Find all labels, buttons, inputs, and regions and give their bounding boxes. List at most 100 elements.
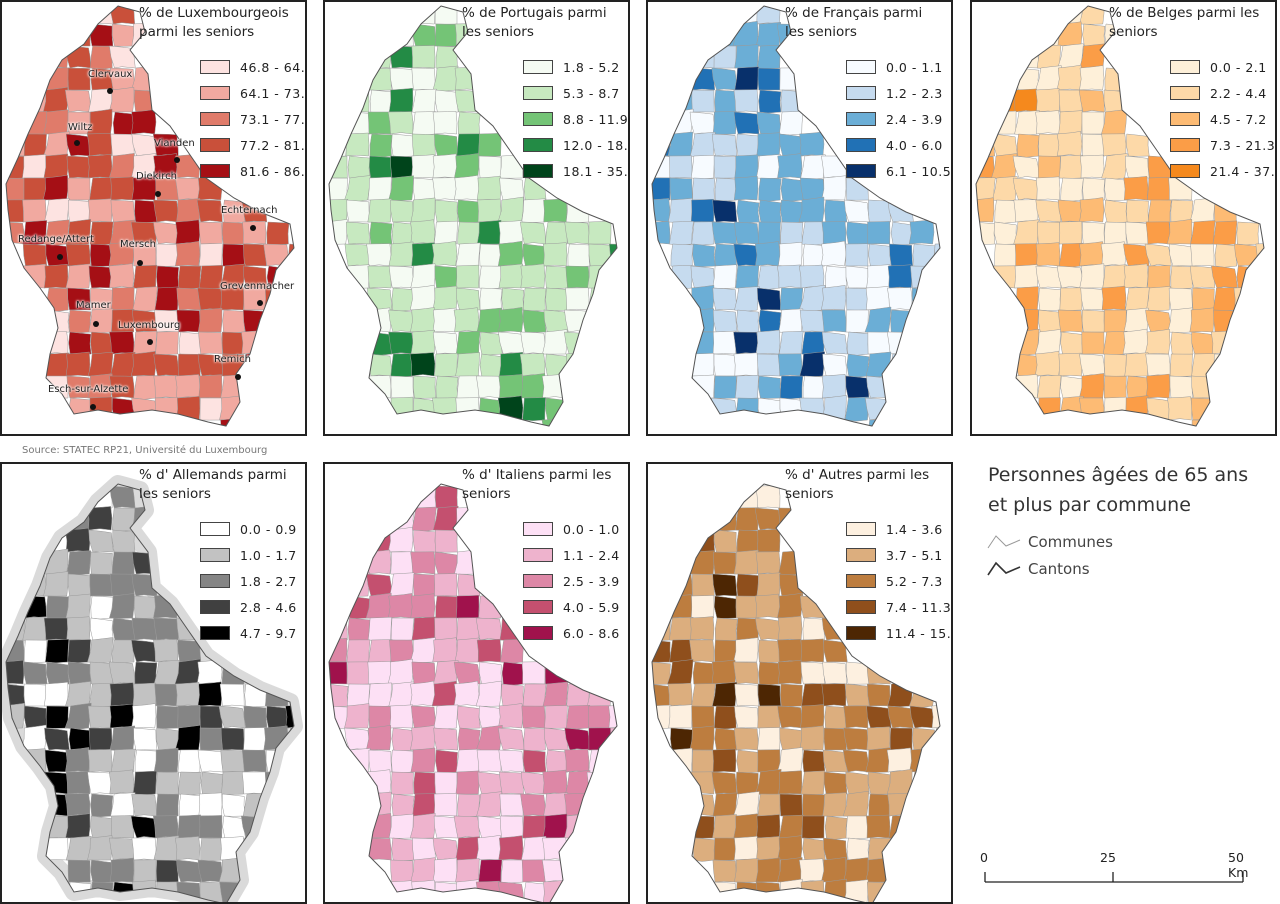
commune-polygon	[887, 792, 913, 817]
commune-polygon	[522, 243, 547, 267]
commune-polygon	[109, 725, 136, 752]
commune-polygon	[366, 243, 392, 267]
country-outline	[975, 5, 1265, 427]
commune-polygon	[131, 639, 158, 663]
commune-polygon	[735, 265, 760, 290]
commune-polygon	[1123, 243, 1150, 267]
commune-polygon	[110, 176, 135, 201]
commune-polygon	[43, 263, 69, 289]
commune-polygon	[931, 703, 940, 729]
commune-polygon	[479, 661, 503, 685]
commune-polygon	[780, 683, 803, 707]
commune-polygon	[155, 331, 179, 355]
commune-polygon	[1056, 64, 1083, 91]
commune-polygon	[88, 198, 113, 223]
commune-polygon	[65, 593, 91, 619]
commune-polygon	[714, 177, 738, 202]
legend-item: 2.2 - 4.4	[1170, 80, 1275, 106]
commune-polygon	[1169, 353, 1193, 377]
commune-polygon	[799, 309, 825, 333]
legend-item: 8.8 - 11.9	[523, 106, 628, 132]
commune-polygon	[391, 749, 414, 773]
commune-polygon	[542, 813, 568, 839]
legend-label: 46.8 - 64.0	[240, 59, 307, 75]
commune-polygon	[736, 771, 759, 795]
commune-polygon	[455, 748, 481, 774]
commune-polygon	[867, 419, 892, 426]
commune-polygon	[133, 859, 157, 883]
commune-polygon	[565, 770, 591, 796]
commune-polygon	[1037, 221, 1061, 245]
commune-polygon	[689, 131, 716, 158]
commune-polygon	[6, 177, 25, 201]
commune-polygon	[992, 265, 1017, 289]
commune-polygon	[131, 703, 157, 729]
commune-polygon	[67, 287, 91, 311]
legend-item: 2.4 - 3.9	[846, 106, 951, 132]
commune-polygon	[714, 507, 738, 532]
commune-polygon	[65, 747, 91, 773]
commune-polygon	[776, 878, 803, 902]
commune-polygon	[498, 220, 524, 245]
commune-polygon	[780, 221, 804, 246]
commune-polygon	[23, 661, 48, 685]
commune-polygon	[667, 682, 693, 707]
commune-polygon	[389, 639, 414, 663]
commune-polygon	[1147, 265, 1171, 289]
commune-polygon	[521, 198, 546, 223]
commune-polygon	[1126, 133, 1150, 157]
legend-label: 77.2 - 81.5	[240, 137, 307, 153]
commune-polygon	[889, 243, 913, 267]
commune-polygon	[1168, 287, 1193, 311]
commune-polygon	[432, 837, 459, 861]
commune-polygon	[391, 837, 415, 862]
commune-polygon	[432, 307, 458, 333]
commune-polygon	[411, 88, 437, 114]
commune-polygon	[457, 221, 481, 246]
commune-polygon	[778, 550, 804, 576]
commune-polygon	[89, 23, 114, 47]
commune-polygon	[435, 749, 459, 773]
commune-polygon	[329, 661, 348, 685]
commune-polygon	[497, 196, 524, 223]
commune-polygon	[799, 351, 825, 377]
commune-polygon	[691, 705, 715, 729]
town-marker	[57, 254, 63, 260]
commune-polygon	[733, 175, 759, 201]
commune-polygon	[388, 593, 414, 619]
commune-polygon	[87, 506, 113, 531]
commune-polygon	[520, 331, 546, 355]
commune-polygon	[454, 153, 480, 179]
commune-polygon	[1060, 331, 1084, 355]
commune-polygon	[66, 155, 91, 179]
commune-polygon	[66, 550, 92, 576]
commune-polygon	[498, 727, 525, 751]
commune-polygon	[1081, 309, 1105, 333]
commune-polygon	[176, 814, 201, 839]
commune-polygon	[434, 771, 458, 795]
legend-label: 3.7 - 5.1	[886, 547, 943, 563]
commune-polygon	[1038, 309, 1062, 333]
commune-polygon	[543, 792, 568, 817]
commune-polygon	[564, 813, 590, 839]
commune-polygon	[820, 240, 847, 267]
commune-polygon	[1233, 286, 1259, 311]
choropleth-map	[328, 483, 618, 902]
commune-polygon	[714, 727, 738, 752]
legend-swatch	[846, 548, 876, 562]
commune-polygon	[88, 6, 114, 25]
commune-polygon	[388, 813, 414, 839]
commune-polygon	[410, 747, 436, 773]
commune-polygon	[779, 67, 803, 91]
commune-polygon	[734, 836, 759, 861]
commune-polygon	[691, 331, 716, 356]
commune-polygon	[411, 661, 436, 685]
commune-polygon	[1214, 199, 1237, 223]
commune-polygon	[868, 243, 892, 267]
country-outline	[5, 5, 295, 427]
choropleth-map	[328, 5, 618, 427]
commune-polygon	[1169, 243, 1194, 267]
commune-polygon	[780, 287, 804, 312]
commune-polygon	[1058, 89, 1083, 113]
legend-swatch	[1170, 112, 1200, 126]
